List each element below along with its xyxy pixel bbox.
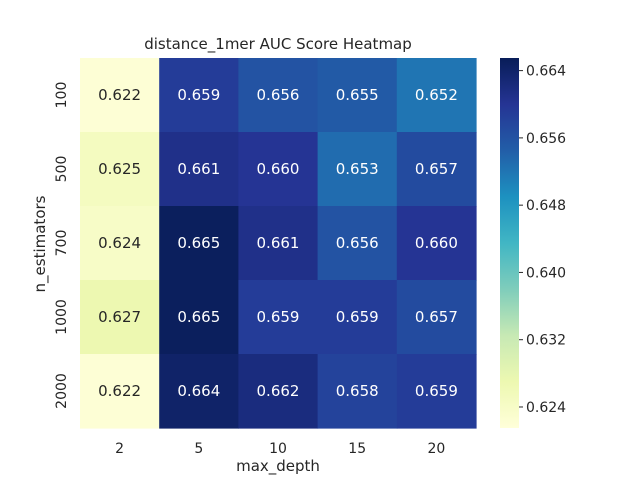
cell-value-label: 0.659 [257, 308, 300, 326]
heatmap-cell [159, 280, 239, 355]
heatmap-cell [159, 354, 239, 429]
heatmap-cell [317, 280, 398, 355]
cell-value-label: 0.622 [98, 86, 141, 104]
cell-value-label: 0.664 [177, 382, 220, 400]
cell-value-label: 0.661 [257, 234, 300, 252]
cell-value-label: 0.665 [177, 308, 220, 326]
heatmap-cell [396, 280, 477, 355]
cell-value-label: 0.659 [336, 308, 379, 326]
y-tick-label: 1000 [54, 299, 70, 335]
x-tick-label: 20 [427, 441, 445, 457]
x-tick-label: 5 [194, 441, 203, 457]
heatmap-cell [317, 132, 398, 207]
heatmap-cell [80, 132, 160, 207]
heatmap-cell [238, 58, 319, 133]
x-tick-label: 10 [269, 441, 287, 457]
cell-value-label: 0.653 [336, 160, 379, 178]
heatmap-cell [317, 58, 398, 133]
cell-value-label: 0.652 [415, 86, 458, 104]
colorbar-tick-label: 0.664 [526, 64, 566, 80]
heatmap-cell [396, 206, 477, 281]
cell-value-label: 0.656 [257, 86, 300, 104]
cell-value-label: 0.660 [415, 234, 458, 252]
cell-value-label: 0.657 [415, 308, 458, 326]
cell-value-label: 0.655 [336, 86, 379, 104]
y-tick-label: 2000 [54, 373, 70, 409]
colorbar [500, 58, 519, 428]
colorbar-tick-label: 0.624 [526, 400, 566, 416]
heatmap-cell [238, 280, 319, 355]
chart-title: distance_1mer AUC Score Heatmap [144, 35, 412, 54]
cell-value-label: 0.622 [98, 382, 141, 400]
y-tick-label: 700 [54, 230, 70, 257]
colorbar-tick-label: 0.648 [526, 198, 566, 214]
heatmap-cell [159, 132, 239, 207]
cell-value-label: 0.660 [257, 160, 300, 178]
heatmap-cell [80, 206, 160, 281]
colorbar-tick-label: 0.656 [526, 131, 566, 147]
x-axis-title: max_depth [236, 457, 320, 476]
x-tick-label: 2 [115, 441, 124, 457]
y-axis-title: n_estimators [31, 195, 50, 292]
heatmap-cell [159, 58, 239, 133]
heatmap-cell [80, 280, 160, 355]
heatmap-cell [317, 206, 398, 281]
heatmap-cell [238, 354, 319, 429]
colorbar-tick-label: 0.632 [526, 333, 566, 349]
cell-value-label: 0.659 [415, 382, 458, 400]
x-tick-label: 15 [348, 441, 366, 457]
heatmap-cell [396, 354, 477, 429]
cell-value-label: 0.624 [98, 234, 141, 252]
heatmap-cell [159, 206, 239, 281]
heatmap-cell [396, 58, 477, 133]
heatmap-cell [238, 132, 319, 207]
cell-value-label: 0.665 [177, 234, 220, 252]
cell-value-label: 0.657 [415, 160, 458, 178]
cell-value-label: 0.658 [336, 382, 379, 400]
x-axis-ticks: 2 5 10 15 20 [115, 441, 445, 457]
heatmap-cells [80, 58, 477, 429]
y-axis-ticks: 100 500 700 1000 2000 [54, 82, 70, 409]
cell-value-label: 0.661 [177, 160, 220, 178]
cell-value-labels: 0.622 0.659 0.656 0.655 0.652 0.625 0.661 0.660… [98, 86, 458, 400]
heatmap-cell [317, 354, 398, 429]
y-tick-label: 100 [54, 82, 70, 109]
heatmap-cell [238, 206, 319, 281]
cell-value-label: 0.625 [98, 160, 141, 178]
heatmap-cell [80, 58, 160, 133]
cell-value-label: 0.656 [336, 234, 379, 252]
cell-value-label: 0.662 [257, 382, 300, 400]
y-tick-label: 500 [54, 156, 70, 183]
colorbar-ticks: 0.624 0.632 0.640 0.648 0.656 0.664 [519, 64, 566, 416]
cell-value-label: 0.627 [98, 308, 141, 326]
colorbar-tick-label: 0.640 [526, 265, 566, 281]
cell-value-label: 0.659 [177, 86, 220, 104]
heatmap-cell [80, 354, 160, 429]
heatmap-cell [396, 132, 477, 207]
